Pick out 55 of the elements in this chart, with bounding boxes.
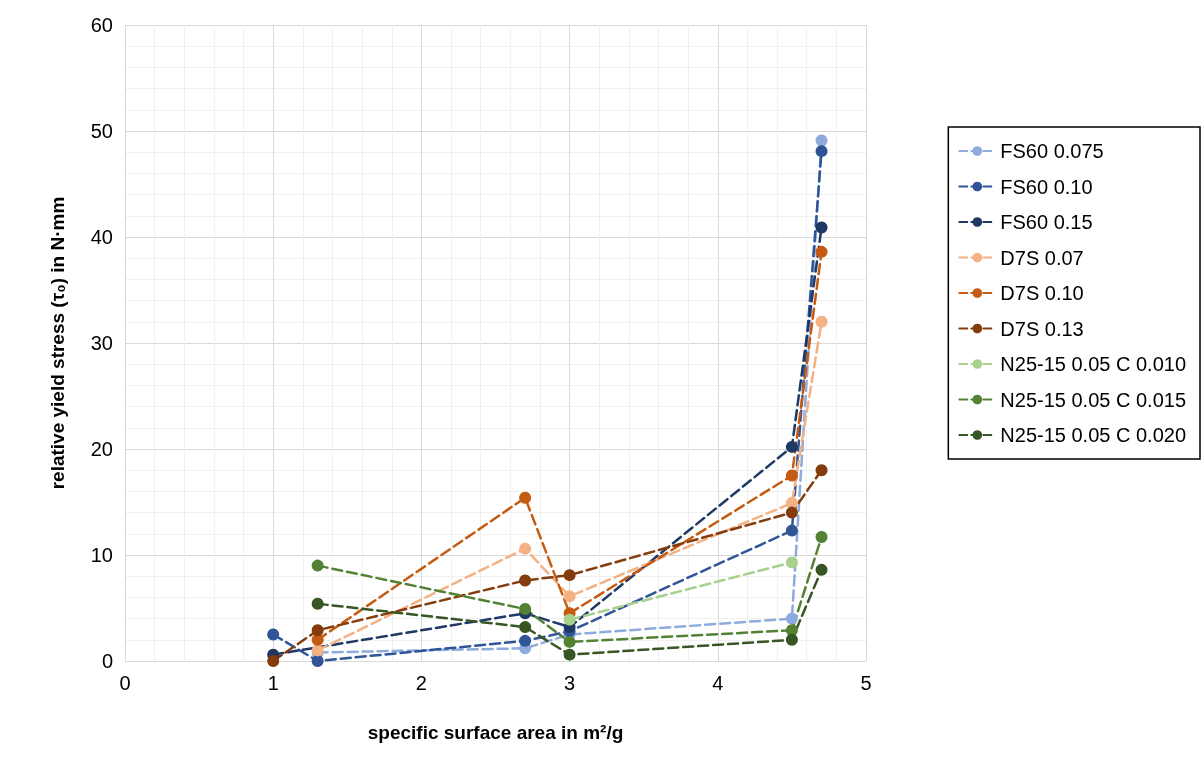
legend-label: D7S 0.07 [1000,246,1084,269]
point [519,634,532,647]
point [563,569,576,582]
legend-label: N25-15 0.05 C 0.020 [1000,424,1186,446]
point [311,597,324,610]
legend-label: FS60 0.15 [1000,211,1093,233]
point [815,245,828,258]
point [785,633,798,646]
point [519,491,532,504]
point [785,612,798,625]
point [563,590,576,603]
x-tick-label: 4 [712,672,724,694]
legend-label: N25-15 0.05 C 0.015 [1000,388,1186,411]
point [267,655,280,667]
y-tick-label: 40 [90,226,113,248]
point [519,621,532,634]
x-tick-label: 2 [415,672,427,694]
point [815,530,828,543]
point [785,556,798,569]
point [519,542,532,555]
point [815,145,828,158]
point [815,563,828,576]
point [815,221,828,234]
point [563,648,576,661]
point [519,574,532,587]
y-tick-label: 20 [90,438,113,460]
legend-label: D7S 0.10 [1000,282,1084,304]
legend-label: D7S 0.13 [1000,317,1084,340]
legend-label: FS60 0.075 [1000,140,1104,162]
y-tick-label: 30 [90,332,113,354]
y-tick-label: 10 [90,544,113,566]
point [785,440,798,453]
y-tick-label: 60 [90,14,113,36]
point [311,624,324,637]
point [785,524,798,537]
x-tick-label: 0 [119,672,131,694]
y-tick-label: 0 [101,650,113,672]
point [785,469,798,482]
point [785,506,798,519]
point [815,134,828,147]
point [519,603,532,616]
point [815,315,828,328]
x-tick-label: 1 [267,672,279,694]
point [815,464,828,477]
x-axis-title: specific surface area in m²/g [367,722,624,743]
point [311,559,324,572]
point [563,613,576,626]
point [267,628,280,641]
x-tick-label: 3 [564,672,576,694]
y-tick-label: 50 [90,120,113,142]
point [311,655,324,667]
x-tick-label: 5 [860,672,872,694]
y-axis-title: relative yield stress (τ₀) in N·mm [47,196,68,490]
legend-label: N25-15 0.05 C 0.010 [1000,353,1186,375]
legend-label: FS60 0.10 [1000,175,1093,198]
